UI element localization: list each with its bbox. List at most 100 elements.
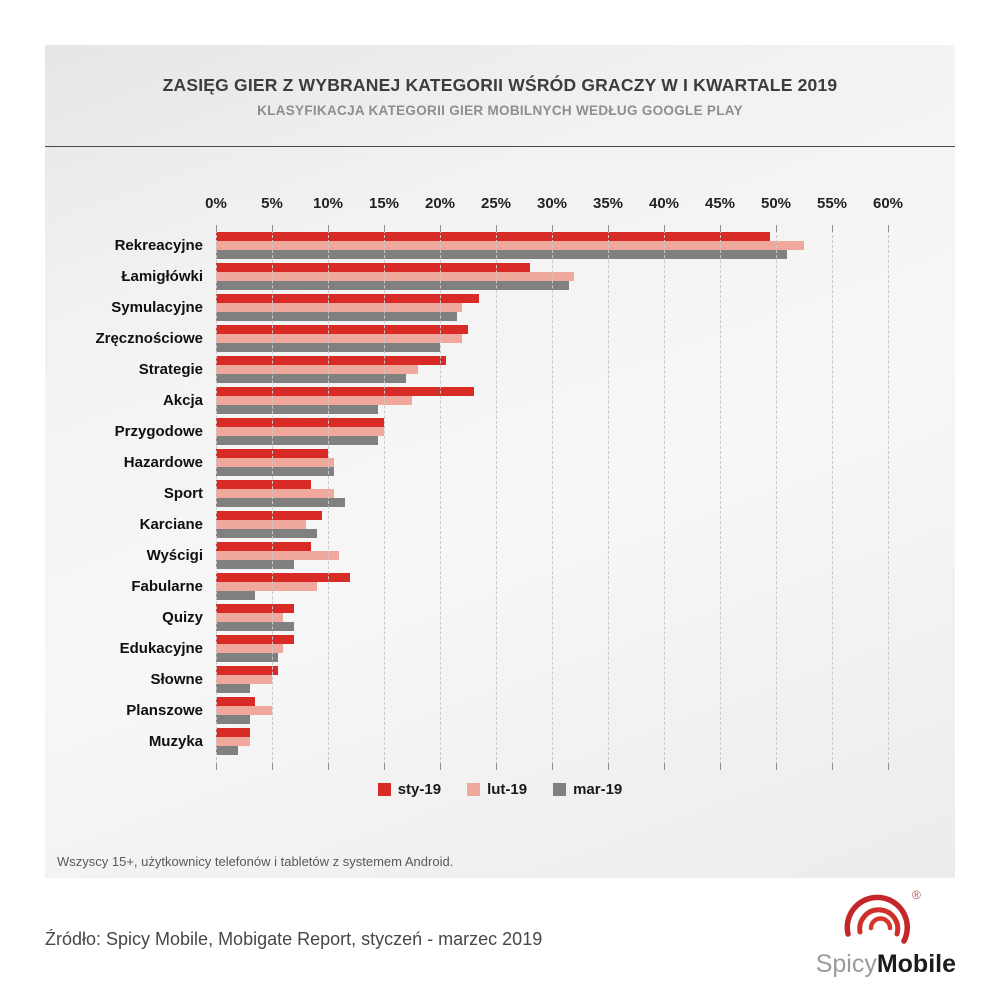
category-label: Słowne	[150, 671, 203, 688]
axis-tickmark	[496, 225, 497, 232]
axis-tickmark	[272, 763, 273, 770]
registered-mark: ®	[912, 888, 921, 902]
gridline	[440, 225, 441, 770]
bar-mar-19	[216, 653, 278, 662]
bar-sty-19	[216, 356, 446, 365]
chart-title: ZASIĘG GIER Z WYBRANEJ KATEGORII WŚRÓD G…	[162, 75, 838, 95]
axis-tickmark	[384, 763, 385, 770]
x-tick-label: 25%	[480, 195, 512, 212]
bar-mar-19	[216, 250, 788, 259]
header-divider	[45, 146, 955, 147]
chart-card: ZASIĘG GIER Z WYBRANEJ KATEGORII WŚRÓD G…	[45, 45, 955, 878]
axis-tickmark	[552, 763, 553, 770]
axis-tickmark	[272, 225, 273, 232]
bar-mar-19	[216, 467, 334, 476]
axis-tickmark	[328, 763, 329, 770]
legend-label: mar-19	[573, 781, 623, 798]
bar-sty-19	[216, 511, 323, 520]
bar-mar-19	[216, 591, 256, 600]
logo-swirl-icon: ®	[844, 888, 921, 944]
bar-mar-19	[216, 405, 379, 414]
bar-mar-19	[216, 436, 379, 445]
gridline	[832, 225, 833, 770]
axis-tickmark	[440, 225, 441, 232]
logo-text-mobile: Mobile	[876, 950, 956, 978]
bar-lut-19	[216, 675, 272, 684]
bar-mar-19	[216, 498, 345, 507]
gridline	[328, 225, 329, 770]
category-label: Strategie	[138, 361, 203, 378]
gridline	[496, 225, 497, 770]
bar-lut-19	[216, 365, 418, 374]
bar-group-3	[216, 294, 901, 325]
gridline	[664, 225, 665, 770]
bar-sty-19	[216, 697, 256, 706]
bar-lut-19	[216, 520, 306, 529]
bar-sty-19	[216, 728, 250, 737]
category-labels: Rekreacyjne Łamigłówki Symulacyjne Zręcznoś…	[45, 232, 203, 759]
x-tick-label: 30%	[536, 195, 568, 212]
category-label: Quizy	[162, 609, 203, 626]
category-label: Karciane	[139, 516, 203, 533]
axis-tickmark	[888, 225, 889, 232]
bar-sty-19	[216, 666, 278, 675]
bar-mar-19	[216, 281, 569, 290]
x-tick-label: 60%	[872, 195, 904, 212]
bar-mar-19	[216, 684, 250, 693]
legend-item-sty-19: sty-19	[377, 781, 441, 798]
bar-sty-19	[216, 263, 530, 272]
x-tick-label: 40%	[648, 195, 680, 212]
x-axis: 0% 5% 10% 15% 20% 25% 30% 35% 40% 45% 50% 55% 60%	[205, 195, 906, 217]
bar-mar-19	[216, 746, 239, 755]
legend-swatch	[377, 783, 391, 796]
bar-group-4	[216, 325, 901, 356]
category-label: Sport	[163, 485, 203, 502]
bar-group-8	[216, 449, 901, 480]
bar-mar-19	[216, 622, 295, 631]
category-label: Łamigłówki	[121, 268, 203, 285]
source-text: Źródło: Spicy Mobile, Mobigate Report, s…	[45, 929, 543, 949]
bar-lut-19	[216, 706, 272, 715]
bar-group-17	[216, 728, 901, 759]
bar-group-7	[216, 418, 901, 449]
x-tick-label: 5%	[261, 195, 283, 212]
category-label: Edukacyjne	[119, 640, 203, 657]
axis-tickmark	[664, 763, 665, 770]
bar-lut-19	[216, 396, 412, 405]
category-label: Zręcznościowe	[95, 330, 203, 347]
x-tick-label: 35%	[592, 195, 624, 212]
bar-group-14	[216, 635, 901, 666]
bar-lut-19	[216, 427, 384, 436]
bar-sty-19	[216, 573, 351, 582]
gridline	[776, 225, 777, 770]
bar-sty-19	[216, 294, 480, 303]
gridline	[552, 225, 553, 770]
axis-tickmark	[552, 225, 553, 232]
legend-item-mar-19: mar-19	[553, 781, 622, 798]
gridline	[216, 225, 217, 770]
bar-group-6	[216, 387, 901, 418]
x-tick-label: 0%	[205, 195, 227, 212]
bar-group-13	[216, 604, 901, 635]
category-label: Fabularne	[131, 578, 203, 595]
gridline	[272, 225, 273, 770]
category-label: Akcja	[162, 392, 203, 409]
bar-group-16	[216, 697, 901, 728]
bar-group-2	[216, 263, 901, 294]
bar-sty-19	[216, 325, 468, 334]
axis-tickmark	[832, 225, 833, 232]
bar-group-10	[216, 511, 901, 542]
axis-tickmark	[720, 225, 721, 232]
axis-tickmark	[832, 763, 833, 770]
x-tick-label: 20%	[424, 195, 456, 212]
logo-text: SpicyMobile	[808, 950, 956, 979]
axis-tickmark	[888, 763, 889, 770]
bar-lut-19	[216, 334, 463, 343]
bar-sty-19	[216, 480, 312, 489]
category-label: Muzyka	[148, 733, 203, 750]
category-label: Przygodowe	[114, 423, 203, 440]
bar-sty-19	[216, 418, 384, 427]
bar-lut-19	[216, 303, 463, 312]
bar-mar-19	[216, 529, 317, 538]
category-label: Hazardowe	[123, 454, 203, 471]
